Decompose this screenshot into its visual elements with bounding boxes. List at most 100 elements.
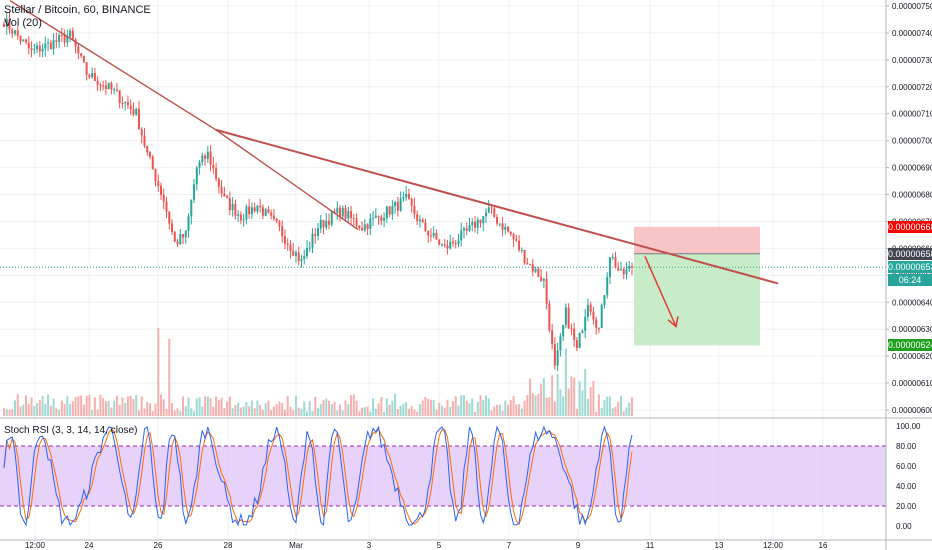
- candle-body: [286, 243, 289, 245]
- candle-body: [540, 276, 543, 281]
- candle-body: [520, 249, 523, 251]
- volume-bar: [171, 403, 174, 416]
- candle-body: [38, 45, 41, 52]
- volume-bar: [564, 348, 567, 416]
- candle-body: [250, 207, 253, 215]
- volume-bar: [58, 410, 61, 416]
- volume-bar: [531, 393, 534, 416]
- candle-body: [518, 240, 521, 251]
- time-tick-label: 3: [367, 541, 372, 550]
- candle-body: [157, 181, 160, 186]
- candle-body: [245, 206, 248, 220]
- volume-bar: [548, 397, 551, 416]
- candle-body: [523, 249, 526, 264]
- volume-bar: [325, 398, 328, 416]
- candle-body: [490, 207, 493, 209]
- trendlines[interactable]: [9, 0, 779, 328]
- candle-body: [614, 257, 617, 268]
- candle-body: [496, 216, 499, 224]
- candle-body: [146, 145, 149, 153]
- candle-body: [457, 240, 460, 244]
- candle-body: [462, 228, 465, 231]
- candle-body: [421, 219, 424, 223]
- candle-body: [91, 73, 94, 78]
- candle-body: [548, 303, 551, 331]
- candle-body: [570, 328, 573, 330]
- candle-body: [391, 206, 394, 215]
- volume-bar: [493, 406, 496, 416]
- candle-body: [482, 216, 485, 224]
- symbol-title[interactable]: Stellar / Bitcoin, 60, BINANCE: [4, 4, 151, 16]
- volume-bar: [474, 411, 476, 416]
- time-tick-label: Mar: [289, 541, 303, 550]
- candle-body: [556, 350, 559, 366]
- volume-bar: [146, 401, 149, 416]
- volume-bar: [507, 404, 510, 416]
- candle-body: [63, 35, 66, 43]
- volume-bar: [424, 397, 427, 416]
- volume-bar: [44, 404, 47, 416]
- rsi-band: [0, 446, 886, 506]
- candle-body: [36, 45, 39, 49]
- candle-body: [581, 330, 584, 334]
- candle-body: [60, 35, 63, 37]
- candle-body: [239, 214, 242, 221]
- volume-bar: [504, 400, 507, 416]
- time-tick-label: 24: [85, 541, 94, 550]
- volume-bar: [190, 408, 193, 416]
- volume-bar: [179, 411, 182, 416]
- candle-body: [294, 252, 297, 256]
- candle-body: [204, 155, 207, 159]
- candle-body: [173, 231, 176, 242]
- candle-body: [212, 164, 215, 169]
- volume-bar: [226, 401, 229, 416]
- volume-bar: [418, 404, 421, 416]
- candle-body: [589, 304, 592, 312]
- volume-bar: [578, 381, 581, 416]
- volume-bar: [289, 406, 292, 416]
- volume-bar: [319, 404, 322, 416]
- candle-body: [424, 222, 427, 231]
- volume-bar: [625, 407, 628, 416]
- volume-bar: [446, 399, 449, 416]
- candle-body: [182, 234, 185, 238]
- candle-body: [115, 89, 118, 91]
- candle-body: [534, 268, 537, 272]
- volume-bar: [184, 406, 187, 416]
- time-tick-label: 11: [646, 541, 655, 550]
- volume-bar: [520, 408, 523, 416]
- candle-body: [118, 90, 121, 103]
- candle-body: [110, 83, 113, 90]
- volume-bar: [501, 411, 504, 416]
- indicator-label[interactable]: Stoch RSI (3, 3, 14, 14, close): [4, 425, 138, 436]
- volume-bar: [435, 409, 438, 416]
- volume-bar: [88, 394, 91, 416]
- candle-body: [264, 209, 267, 216]
- volume-bar: [631, 397, 633, 416]
- volume-bar: [512, 396, 515, 416]
- volume-bar: [330, 403, 333, 416]
- candle-body: [193, 184, 196, 200]
- candle-body: [85, 62, 88, 75]
- volume-bar: [542, 378, 545, 416]
- candle-body: [226, 196, 229, 199]
- rsi-k-line: [3, 425, 633, 527]
- volume-bar: [245, 402, 248, 416]
- volume-bar: [33, 405, 36, 416]
- time-tick-label: 9: [576, 541, 581, 550]
- candle-body: [603, 295, 606, 305]
- rsi-tick-label: 60.00: [896, 462, 917, 471]
- candle-body: [25, 39, 28, 43]
- candle-body: [168, 211, 171, 224]
- volume-bar: [22, 404, 25, 416]
- volume-bar: [283, 409, 286, 416]
- volume-bar: [272, 406, 275, 416]
- volume-label[interactable]: Vol (20): [4, 17, 42, 29]
- candle-body: [545, 278, 548, 304]
- volume-bar: [143, 408, 146, 416]
- candle-body: [71, 30, 74, 40]
- candle-body: [165, 201, 168, 212]
- candle-body: [3, 24, 5, 27]
- candle-body: [553, 344, 556, 366]
